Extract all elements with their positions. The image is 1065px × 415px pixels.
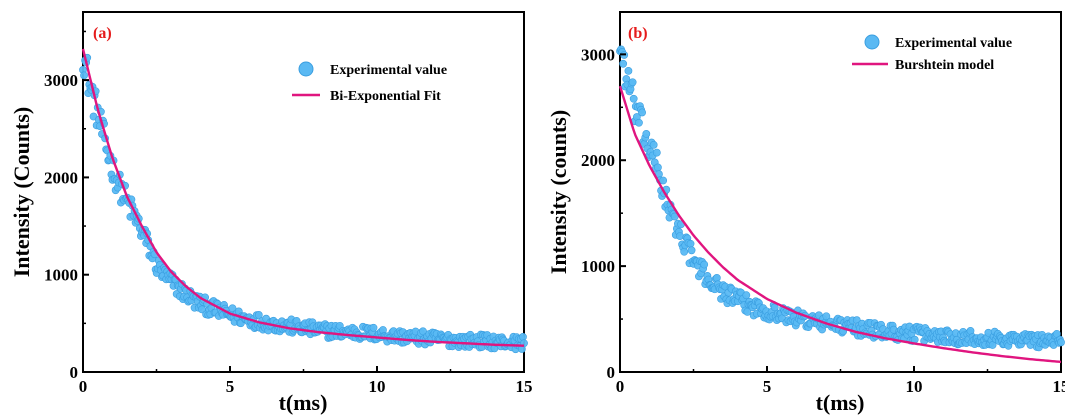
y-tick-label-b: 2000 (581, 151, 615, 170)
panel-b: 0 5 10 15 0 1000 2000 3000 (b) Experimental val… (546, 11, 1065, 415)
legend-marker-experimental-b (864, 34, 880, 50)
data-point-b (686, 239, 695, 248)
x-axis-title-b: t(ms) (816, 390, 865, 415)
y-tick-label-b: 3000 (581, 45, 615, 64)
data-point-b (676, 232, 684, 241)
y-tick-label-a: 0 (70, 363, 79, 382)
x-tick-label-a: 0 (79, 377, 88, 396)
x-tick-label-a: 5 (226, 377, 235, 396)
data-point-a (369, 323, 378, 332)
fit-line-b (618, 85, 1062, 364)
data-point-b (659, 176, 668, 185)
data-point-b (629, 94, 638, 103)
y-tick-label-b: 0 (607, 363, 616, 382)
legend-b: Experimental value Burshtein model (852, 34, 1012, 73)
y-tick-label-a: 2000 (44, 168, 78, 187)
y-axis-title-b: Intensity (counts) (546, 110, 571, 274)
x-tick-label-b: 10 (906, 377, 923, 396)
data-point-b (653, 163, 662, 172)
panel-label-a: (a) (93, 25, 112, 42)
data-point-b (619, 59, 628, 68)
data-point-b (642, 130, 651, 138)
legend-label-fit-b: Burshtein model (895, 58, 994, 73)
y-tick-label-b: 1000 (581, 257, 615, 276)
y-tick-label-a: 1000 (44, 266, 78, 285)
data-point-b (743, 307, 752, 316)
data-point-b (680, 247, 689, 256)
data-point-b (638, 108, 646, 117)
legend-label-experimental-b: Experimental value (895, 36, 1012, 51)
panel-a: 0 5 10 15 0 1000 2000 3000 (a) Experimental val… (9, 11, 533, 415)
x-tick-label-a: 10 (369, 377, 386, 396)
x-tick-label-b: 0 (616, 377, 625, 396)
legend-label-experimental-a: Experimental value (330, 63, 447, 78)
x-axis-title-a: t(ms) (279, 390, 328, 415)
data-point-b (652, 148, 661, 157)
x-tick-label-a: 15 (516, 377, 533, 396)
legend-label-fit-a: Bi-Exponential Fit (330, 89, 441, 104)
x-tick-label-b: 5 (763, 377, 772, 396)
data-point-b (1057, 338, 1065, 347)
legend-marker-experimental-a (298, 61, 314, 77)
plot-frame-b (619, 11, 1062, 373)
data-point-b (712, 274, 721, 282)
panel-label-b: (b) (628, 25, 648, 42)
data-point-b (649, 140, 658, 149)
data-point-a (254, 311, 263, 319)
data-point-b (742, 291, 751, 300)
fit-line-a (81, 48, 525, 347)
y-tick-label-a: 3000 (44, 71, 78, 90)
data-point-b (624, 66, 633, 75)
legend-a: Experimental value Bi-Exponential Fit (292, 61, 447, 104)
data-point-a (80, 71, 88, 80)
data-point-a (519, 332, 527, 341)
data-point-b (635, 118, 643, 127)
data-point-b (628, 78, 637, 87)
data-point-b (687, 246, 696, 255)
data-point-b (700, 260, 709, 269)
y-axis-title-a: Intensity (Counts) (9, 107, 34, 278)
x-tick-label-b: 15 (1053, 377, 1065, 396)
